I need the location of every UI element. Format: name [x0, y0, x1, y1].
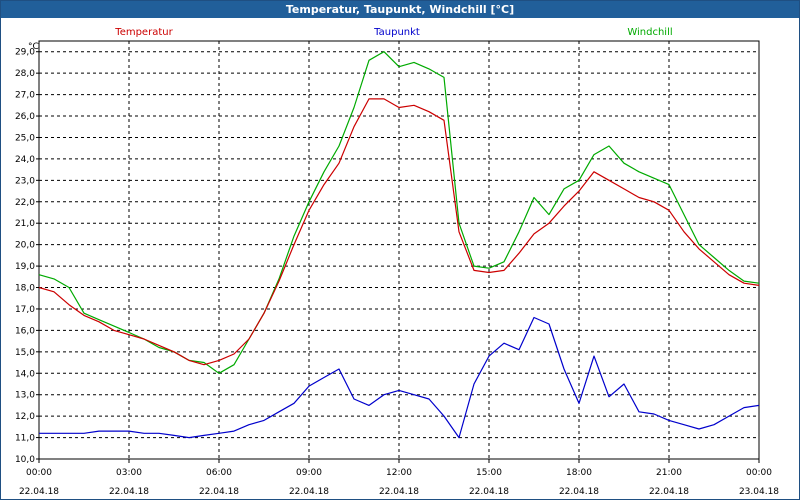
x-tick-date: 22.04.18 — [19, 487, 59, 497]
y-tick-label: 12,0 — [15, 412, 35, 422]
y-tick-label: 15,0 — [15, 348, 35, 358]
y-tick-label: 25,0 — [15, 133, 35, 143]
legend-windchill: Windchill — [627, 27, 672, 38]
x-tick-time: 09:00 — [296, 468, 322, 478]
y-tick-label: 20,0 — [15, 241, 35, 251]
y-tick-label: 26,0 — [15, 112, 35, 122]
x-tick-date: 22.04.18 — [649, 487, 689, 497]
y-tick-label: 13,0 — [15, 391, 35, 401]
y-tick-label: 14,0 — [15, 369, 35, 379]
x-tick-date: 22.04.18 — [109, 487, 149, 497]
y-tick-label: 21,0 — [15, 219, 35, 229]
x-tick-time: 15:00 — [476, 468, 502, 478]
x-tick-date: 22.04.18 — [199, 487, 239, 497]
x-tick-time: 21:00 — [656, 468, 682, 478]
x-tick-time: 00:00 — [26, 468, 52, 478]
x-tick-date: 22.04.18 — [469, 487, 509, 497]
x-tick-time: 06:00 — [206, 468, 232, 478]
x-tick-time: 00:00 — [746, 468, 772, 478]
y-tick-label: 23,0 — [15, 176, 35, 186]
y-tick-label: 17,0 — [15, 305, 35, 315]
x-axis: 00:00 22.04.18 03:00 22.04.18 06:00 22.04.18 0… — [19, 459, 779, 497]
legend-taupunkt: Taupunkt — [373, 27, 420, 38]
temperatur-line — [38, 98, 760, 366]
y-tick-label: 19,0 — [15, 262, 35, 272]
legend-temperatur: Temperatur — [114, 27, 173, 38]
y-tick-label: 18,0 — [15, 284, 35, 294]
y-tick-label: 22,0 — [15, 198, 35, 208]
windchill-line — [38, 51, 760, 374]
y-tick-label: 16,0 — [15, 326, 35, 336]
y-tick-label: 10,0 — [15, 455, 35, 465]
grid — [39, 41, 759, 459]
x-tick-time: 12:00 — [386, 468, 412, 478]
taupunkt-line — [39, 316, 760, 439]
x-tick-time: 03:00 — [116, 468, 142, 478]
x-tick-date: 22.04.18 — [379, 487, 419, 497]
x-tick-date: 22.04.18 — [289, 487, 329, 497]
y-axis-unit-label: °C — [28, 42, 39, 52]
window-title: Temperatur, Taupunkt, Windchill [°C] — [1, 1, 799, 18]
y-tick-label: 11,0 — [15, 434, 35, 444]
y-axis: 10,0 11,0 12,0 13,0 14,0 15,0 16,0 17,0 18,0 19,0… — [15, 48, 39, 465]
y-tick-label: 24,0 — [15, 155, 35, 165]
y-tick-label: 27,0 — [15, 91, 35, 101]
series-lines — [38, 51, 760, 439]
x-tick-date: 22.04.18 — [559, 487, 599, 497]
x-tick-time: 18:00 — [566, 468, 592, 478]
line-chart: 10,0 11,0 12,0 13,0 14,0 15,0 16,0 17,0 18,0 19,0… — [15, 27, 779, 497]
x-tick-date: 23.04.18 — [739, 487, 779, 497]
y-tick-label: 29,0 — [15, 48, 35, 58]
y-tick-label: 28,0 — [15, 69, 35, 79]
